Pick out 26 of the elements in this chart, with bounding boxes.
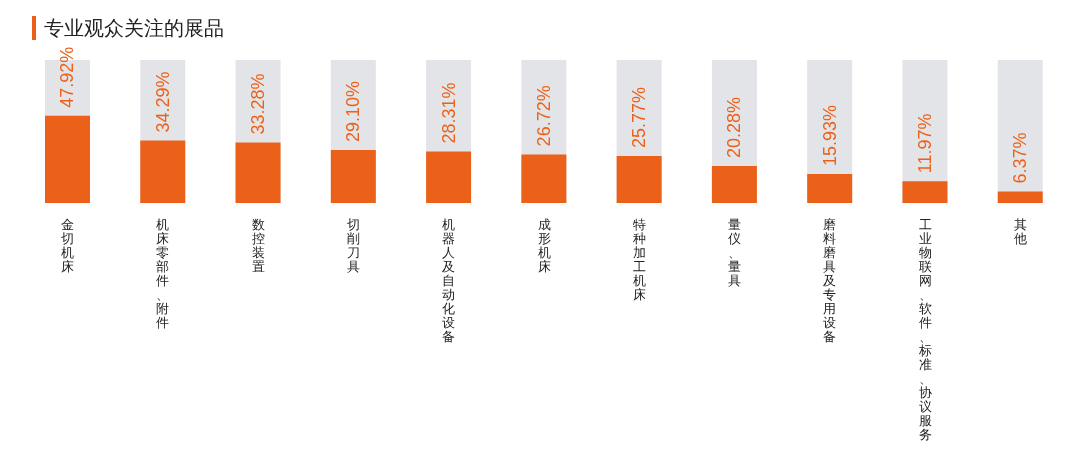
x-tick-label: 金切机床: [61, 217, 75, 274]
data-label: 15.93%: [819, 104, 840, 167]
data-label: 11.97%: [914, 113, 935, 174]
data-label: 6.37%: [1010, 132, 1031, 184]
bar: [807, 174, 853, 203]
x-tick-label: 特种加工机床: [632, 217, 646, 302]
data-label: 29.10%: [343, 80, 364, 143]
data-label: 28.31%: [438, 82, 459, 144]
data-label: 47.92%: [57, 46, 78, 108]
x-tick-label: 切削刀具: [346, 217, 360, 274]
data-label: 20.28%: [724, 97, 745, 159]
data-label: 34.29%: [152, 71, 173, 133]
data-label: 26.72%: [533, 85, 554, 147]
chart-title: 专业观众关注的展品: [32, 16, 224, 40]
category-label: 工业物联网、软件、标准、协议服务: [918, 217, 932, 442]
data-label: 33.28%: [248, 73, 269, 135]
x-tick-label: 成形机床: [537, 217, 551, 274]
category-label: 磨料磨具及专用设备: [823, 217, 837, 344]
x-tick-label: 数控装置: [251, 217, 265, 274]
bar: [902, 181, 948, 203]
category-label: 机器人及自动化设备: [442, 217, 456, 344]
x-tick-label: 其他: [1013, 217, 1027, 246]
x-tick-label: 量仪、量具: [728, 217, 742, 288]
x-tick-label: 机床零部件、附件: [156, 217, 170, 330]
bar: [997, 191, 1043, 203]
data-label: 25.77%: [629, 87, 650, 149]
